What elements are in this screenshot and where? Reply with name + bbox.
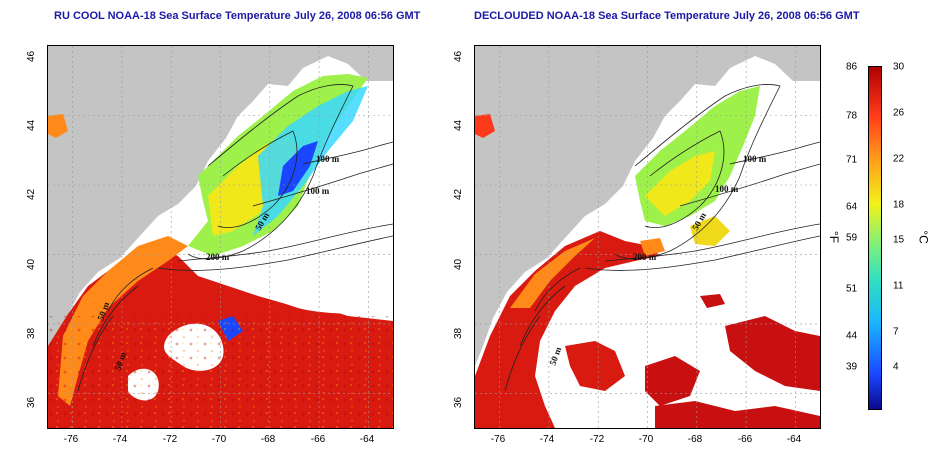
colorbar-c-label: 11	[893, 280, 904, 292]
declouded-sst-map-canvas: 100 m 100 m 50 m 200 m 50 m	[475, 46, 820, 428]
warm-shelf-patch	[645, 151, 715, 216]
colorbar-c-label: 7	[893, 326, 899, 338]
colorbar-f-label: 64	[846, 201, 858, 213]
coastal-band	[475, 114, 495, 138]
warm-water-region	[475, 231, 660, 428]
x-tick-label: -66	[310, 434, 326, 445]
colorbar-f-label: 78	[846, 110, 858, 122]
lat-lon-grid	[475, 46, 820, 428]
contour-label: 100 m	[316, 154, 340, 164]
coastal-band	[48, 114, 68, 138]
contour-label: 100 m	[715, 184, 739, 194]
warm-patch	[700, 294, 725, 308]
raw-sst-map: 100 m 100 m 50 m 200 m 50 m 50 m	[47, 45, 394, 429]
y-tick-label: 44	[26, 119, 37, 131]
x-tick-label: -74	[112, 434, 128, 445]
colorbar-f-label: 59	[846, 232, 858, 244]
y-tick-label: 38	[26, 327, 37, 339]
colorbar-c-label: 15	[893, 234, 905, 246]
y-tick-label: 44	[453, 119, 464, 131]
x-tick-label: -70	[638, 434, 654, 445]
cloud-patch	[248, 266, 393, 321]
y-tick-label: 42	[453, 188, 464, 200]
contour-label: 200 m	[633, 252, 657, 262]
x-tick-label: -64	[786, 434, 802, 445]
contour-label: 100 m	[306, 186, 330, 196]
x-tick-label: -74	[539, 434, 555, 445]
contour-label: 200 m	[206, 252, 230, 262]
warm-shelf-patch	[640, 238, 665, 256]
bathymetry-contours	[504, 84, 820, 392]
colorbar-c-label: 30	[893, 61, 905, 73]
y-tick-label: 36	[26, 396, 37, 408]
y-tick-label: 46	[26, 50, 37, 62]
colorbar-f-label: 71	[846, 154, 858, 166]
warm-patch	[725, 316, 820, 391]
contour-label: 100 m	[743, 154, 767, 164]
y-tick-label: 38	[453, 327, 464, 339]
fahrenheit-unit-label: °F	[827, 230, 842, 244]
land-mass	[48, 46, 393, 366]
blue-water-patch	[278, 141, 318, 196]
raw-sst-map-canvas: 100 m 100 m 50 m 200 m 50 m 50 m	[48, 46, 393, 428]
declouded-sst-map: 100 m 100 m 50 m 200 m 50 m	[474, 45, 821, 429]
lat-lon-grid	[48, 46, 393, 428]
x-tick-label: -76	[490, 434, 506, 445]
warm-patch	[565, 341, 625, 391]
y-tick-label: 36	[453, 396, 464, 408]
warm-shelf-patch	[690, 216, 730, 246]
warm-patch	[655, 401, 820, 428]
colorbar-c-label: 22	[893, 153, 905, 165]
x-tick-label: -70	[211, 434, 227, 445]
land-mass	[475, 46, 820, 366]
x-tick-label: -72	[162, 434, 178, 445]
colorbar-f-label: 39	[846, 361, 858, 373]
y-tick-label: 46	[453, 50, 464, 62]
colorbar-c-label: 26	[893, 107, 905, 119]
colorbar-c-label: 18	[893, 199, 905, 211]
colorbar-f-label: 86	[846, 61, 858, 73]
y-tick-label: 42	[26, 188, 37, 200]
colorbar-f-label: 51	[846, 283, 858, 295]
temperature-colorbar	[868, 66, 882, 410]
x-tick-label: -76	[63, 434, 79, 445]
x-tick-label: -66	[737, 434, 753, 445]
x-tick-label: -68	[260, 434, 276, 445]
celsius-unit-label: °C	[916, 230, 931, 244]
y-tick-label: 40	[453, 258, 464, 270]
left-map-title: RU COOL NOAA-18 Sea Surface Temperature …	[54, 10, 421, 22]
coastal-band	[510, 238, 595, 308]
bathymetry-contours	[77, 84, 393, 392]
y-tick-label: 40	[26, 258, 37, 270]
colorbar-c-label: 4	[893, 361, 899, 373]
right-map-title: DECLOUDED NOAA-18 Sea Surface Temperatur…	[474, 10, 860, 22]
x-tick-label: -68	[687, 434, 703, 445]
colorbar-f-label: 44	[846, 330, 858, 342]
x-tick-label: -72	[589, 434, 605, 445]
x-tick-label: -64	[359, 434, 375, 445]
